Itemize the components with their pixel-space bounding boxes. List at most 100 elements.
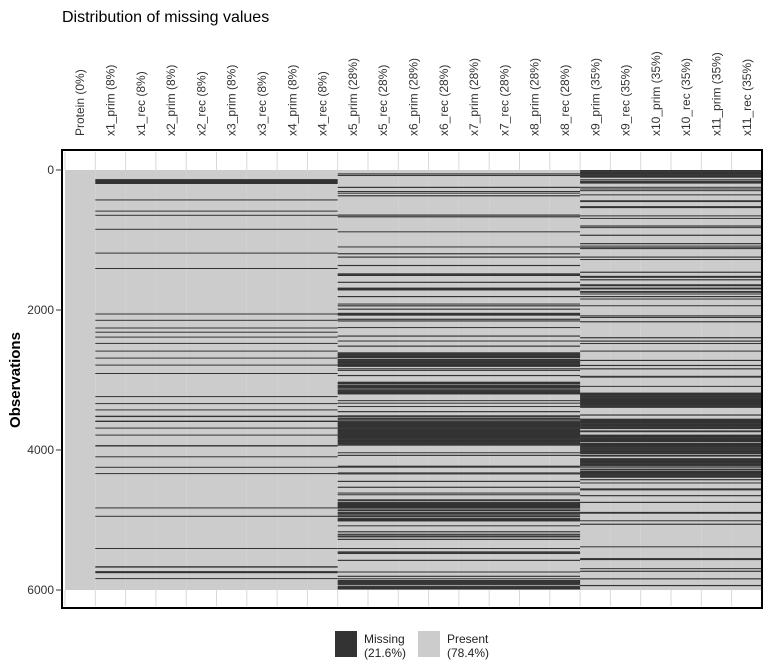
missing-band [580,520,762,522]
missing-band [337,353,581,355]
missing-band [337,361,581,363]
column-label: x9_rec (35%) [619,65,633,136]
missing-band [580,404,762,406]
missing-band [337,383,581,385]
missing-band [337,506,581,508]
legend: Missing (21.6%) Present (78.4%) [335,631,489,660]
missing-band [580,206,762,209]
missing-band [337,552,581,554]
missing-band [337,214,581,216]
missing-band [580,422,762,424]
missing-band [580,443,762,446]
chart-title: Distribution of missing values [62,9,269,26]
missing-band [337,441,581,443]
column-label: x11_prim (35%) [709,52,723,136]
missing-band [580,397,762,399]
missing-band [580,512,762,514]
present-cell [186,170,217,590]
missing-band [580,359,762,362]
missing-band [95,415,338,418]
missing-band [337,443,581,445]
missing-band [95,179,338,184]
missing-band [337,416,581,418]
missing-band [337,588,581,590]
missing-band [337,406,581,408]
missing-band [337,354,581,356]
missing-band [337,335,581,337]
missing-band [337,369,581,371]
missing-band [580,558,762,560]
missing-band [580,170,762,171]
missing-band [580,340,762,342]
present-cell [580,170,611,590]
missing-band [580,227,762,229]
missing-band [580,447,762,449]
missing-band [337,435,581,437]
missing-band [337,582,581,584]
missing-band [580,458,762,461]
missing-band [580,179,762,181]
missing-band [337,494,581,496]
present-cell [458,170,490,590]
missing-band [95,548,338,549]
missing-band [337,390,581,392]
present-cell [155,170,187,590]
missing-band [95,199,338,201]
missing-band [580,398,762,400]
missing-band [580,176,762,178]
missing-band [337,444,581,446]
column-label: x1_prim (8%) [103,65,117,136]
missing-band [337,281,581,283]
column-label: x11_rec (35%) [740,59,754,136]
heatmap-plot [61,149,763,609]
missing-band [337,264,581,267]
missing-band [580,451,762,453]
missing-band [580,245,762,247]
missing-band [337,437,581,439]
missing-band [337,400,581,402]
missing-band [337,434,581,436]
y-tick-label: 2000 [27,303,54,317]
missing-band [580,570,762,572]
missing-band [580,437,762,439]
missing-band [580,471,762,473]
missing-band [337,587,581,589]
missing-band [337,531,581,533]
column-label: x5_prim (28%) [346,58,360,136]
missing-band [580,396,762,398]
missing-band [95,427,338,429]
missing-band [337,575,581,577]
missing-band [580,256,762,258]
missing-band [337,385,581,387]
missing-band [337,538,581,540]
missing-band [95,578,338,580]
missing-band [580,385,762,387]
missing-band [337,296,581,298]
legend-pct-missing: (21.6%) [364,646,406,660]
missing-band [580,285,762,287]
y-tick-label: 0 [47,163,54,177]
missing-band [580,175,762,178]
missing-band [337,505,581,507]
missing-band [337,353,581,356]
missing-band [337,411,581,413]
missing-band [337,499,581,501]
missing-band [337,402,581,404]
missing-band [337,466,581,468]
missing-band [580,215,762,217]
missing-band [580,217,762,219]
missing-band [337,430,581,432]
missing-band [580,475,762,477]
missing-band [337,580,581,582]
legend-swatch-present [418,631,440,657]
missing-band [580,473,762,475]
missing-band [337,365,581,367]
missing-band [95,268,338,269]
missing-band [580,458,762,460]
present-cell [246,170,278,590]
missing-band [337,427,581,429]
missing-band [95,313,338,315]
missing-band [580,405,762,407]
missing-band [337,313,581,315]
missing-band [580,445,762,447]
